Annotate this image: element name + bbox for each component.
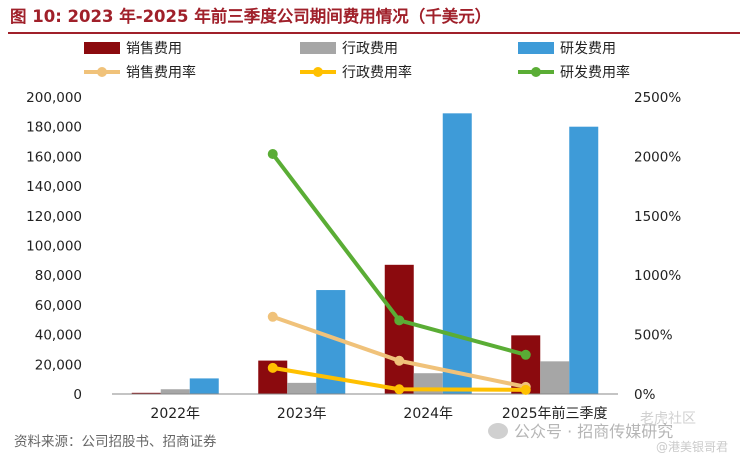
series-point — [394, 384, 405, 395]
series-point — [394, 315, 405, 326]
bar — [569, 126, 599, 394]
bar — [287, 382, 317, 394]
legend-swatch-marker — [97, 67, 107, 77]
series-point — [394, 355, 405, 366]
legend-label: 行政费用 — [342, 41, 398, 57]
y-left-tick-label: 0 — [73, 387, 82, 403]
legend-swatch-marker — [531, 67, 541, 77]
y-left-tick-label: 40,000 — [35, 328, 82, 344]
legend-label: 销售费用率 — [126, 64, 196, 81]
y-left-tick-label: 120,000 — [26, 209, 82, 225]
legend-label: 销售费用 — [126, 41, 182, 57]
watermark-label: 公众号 · 招商传媒研究 — [514, 422, 674, 441]
series-point — [520, 384, 531, 395]
y-left-tick-label: 80,000 — [35, 268, 82, 284]
legend-label: 行政费用率 — [342, 64, 412, 81]
series-point — [520, 349, 531, 360]
y-left-tick-label: 200,000 — [26, 90, 82, 106]
watermark-bottom: @港美银哥君 — [656, 440, 729, 454]
legend-label: 研发费用率 — [560, 64, 630, 81]
legend-swatch — [518, 42, 554, 54]
series-point — [267, 149, 278, 160]
bar — [540, 361, 570, 394]
title-rule — [8, 32, 740, 34]
y-left-tick-label: 180,000 — [26, 120, 82, 136]
y-right-tick-label: 500% — [634, 328, 673, 344]
y-left-tick-label: 160,000 — [26, 149, 82, 165]
x-tick-label: 2022年 — [150, 406, 200, 422]
y-left-tick-label: 100,000 — [26, 239, 82, 255]
x-tick-label: 2025年前三季度 — [502, 405, 608, 422]
y-left-tick-label: 60,000 — [35, 298, 82, 314]
watermark-top: 老虎社区 — [640, 411, 696, 427]
legend-swatch-marker — [313, 67, 323, 77]
watermark: 公众号 · 招商传媒研究 — [488, 418, 673, 442]
y-right-tick-label: 2000% — [634, 149, 681, 165]
y-right-tick-label: 1500% — [634, 209, 681, 225]
bar — [189, 378, 219, 394]
bar — [160, 389, 190, 394]
source-note: 资料来源：公司招股书、招商证券 — [14, 434, 217, 450]
bar — [131, 392, 161, 394]
wechat-icon — [488, 423, 508, 439]
y-right-tick-label: 1000% — [634, 268, 681, 284]
bar — [442, 113, 472, 395]
y-right-tick-label: 0% — [634, 387, 656, 403]
x-tick-label: 2023年 — [277, 406, 327, 422]
legend-label: 研发费用 — [560, 41, 616, 57]
x-tick-label: 2024年 — [403, 406, 453, 422]
bar — [384, 264, 414, 394]
series-point — [267, 311, 278, 322]
legend-swatch — [84, 42, 120, 54]
y-left-tick-label: 20,000 — [35, 357, 82, 373]
chart-title: 图 10: 2023 年-2025 年前三季度公司期间费用情况（千美元） — [10, 7, 492, 26]
y-left-tick-label: 140,000 — [26, 179, 82, 195]
legend-swatch — [300, 42, 336, 54]
y-right-tick-label: 2500% — [634, 90, 681, 106]
series-point — [267, 362, 278, 373]
